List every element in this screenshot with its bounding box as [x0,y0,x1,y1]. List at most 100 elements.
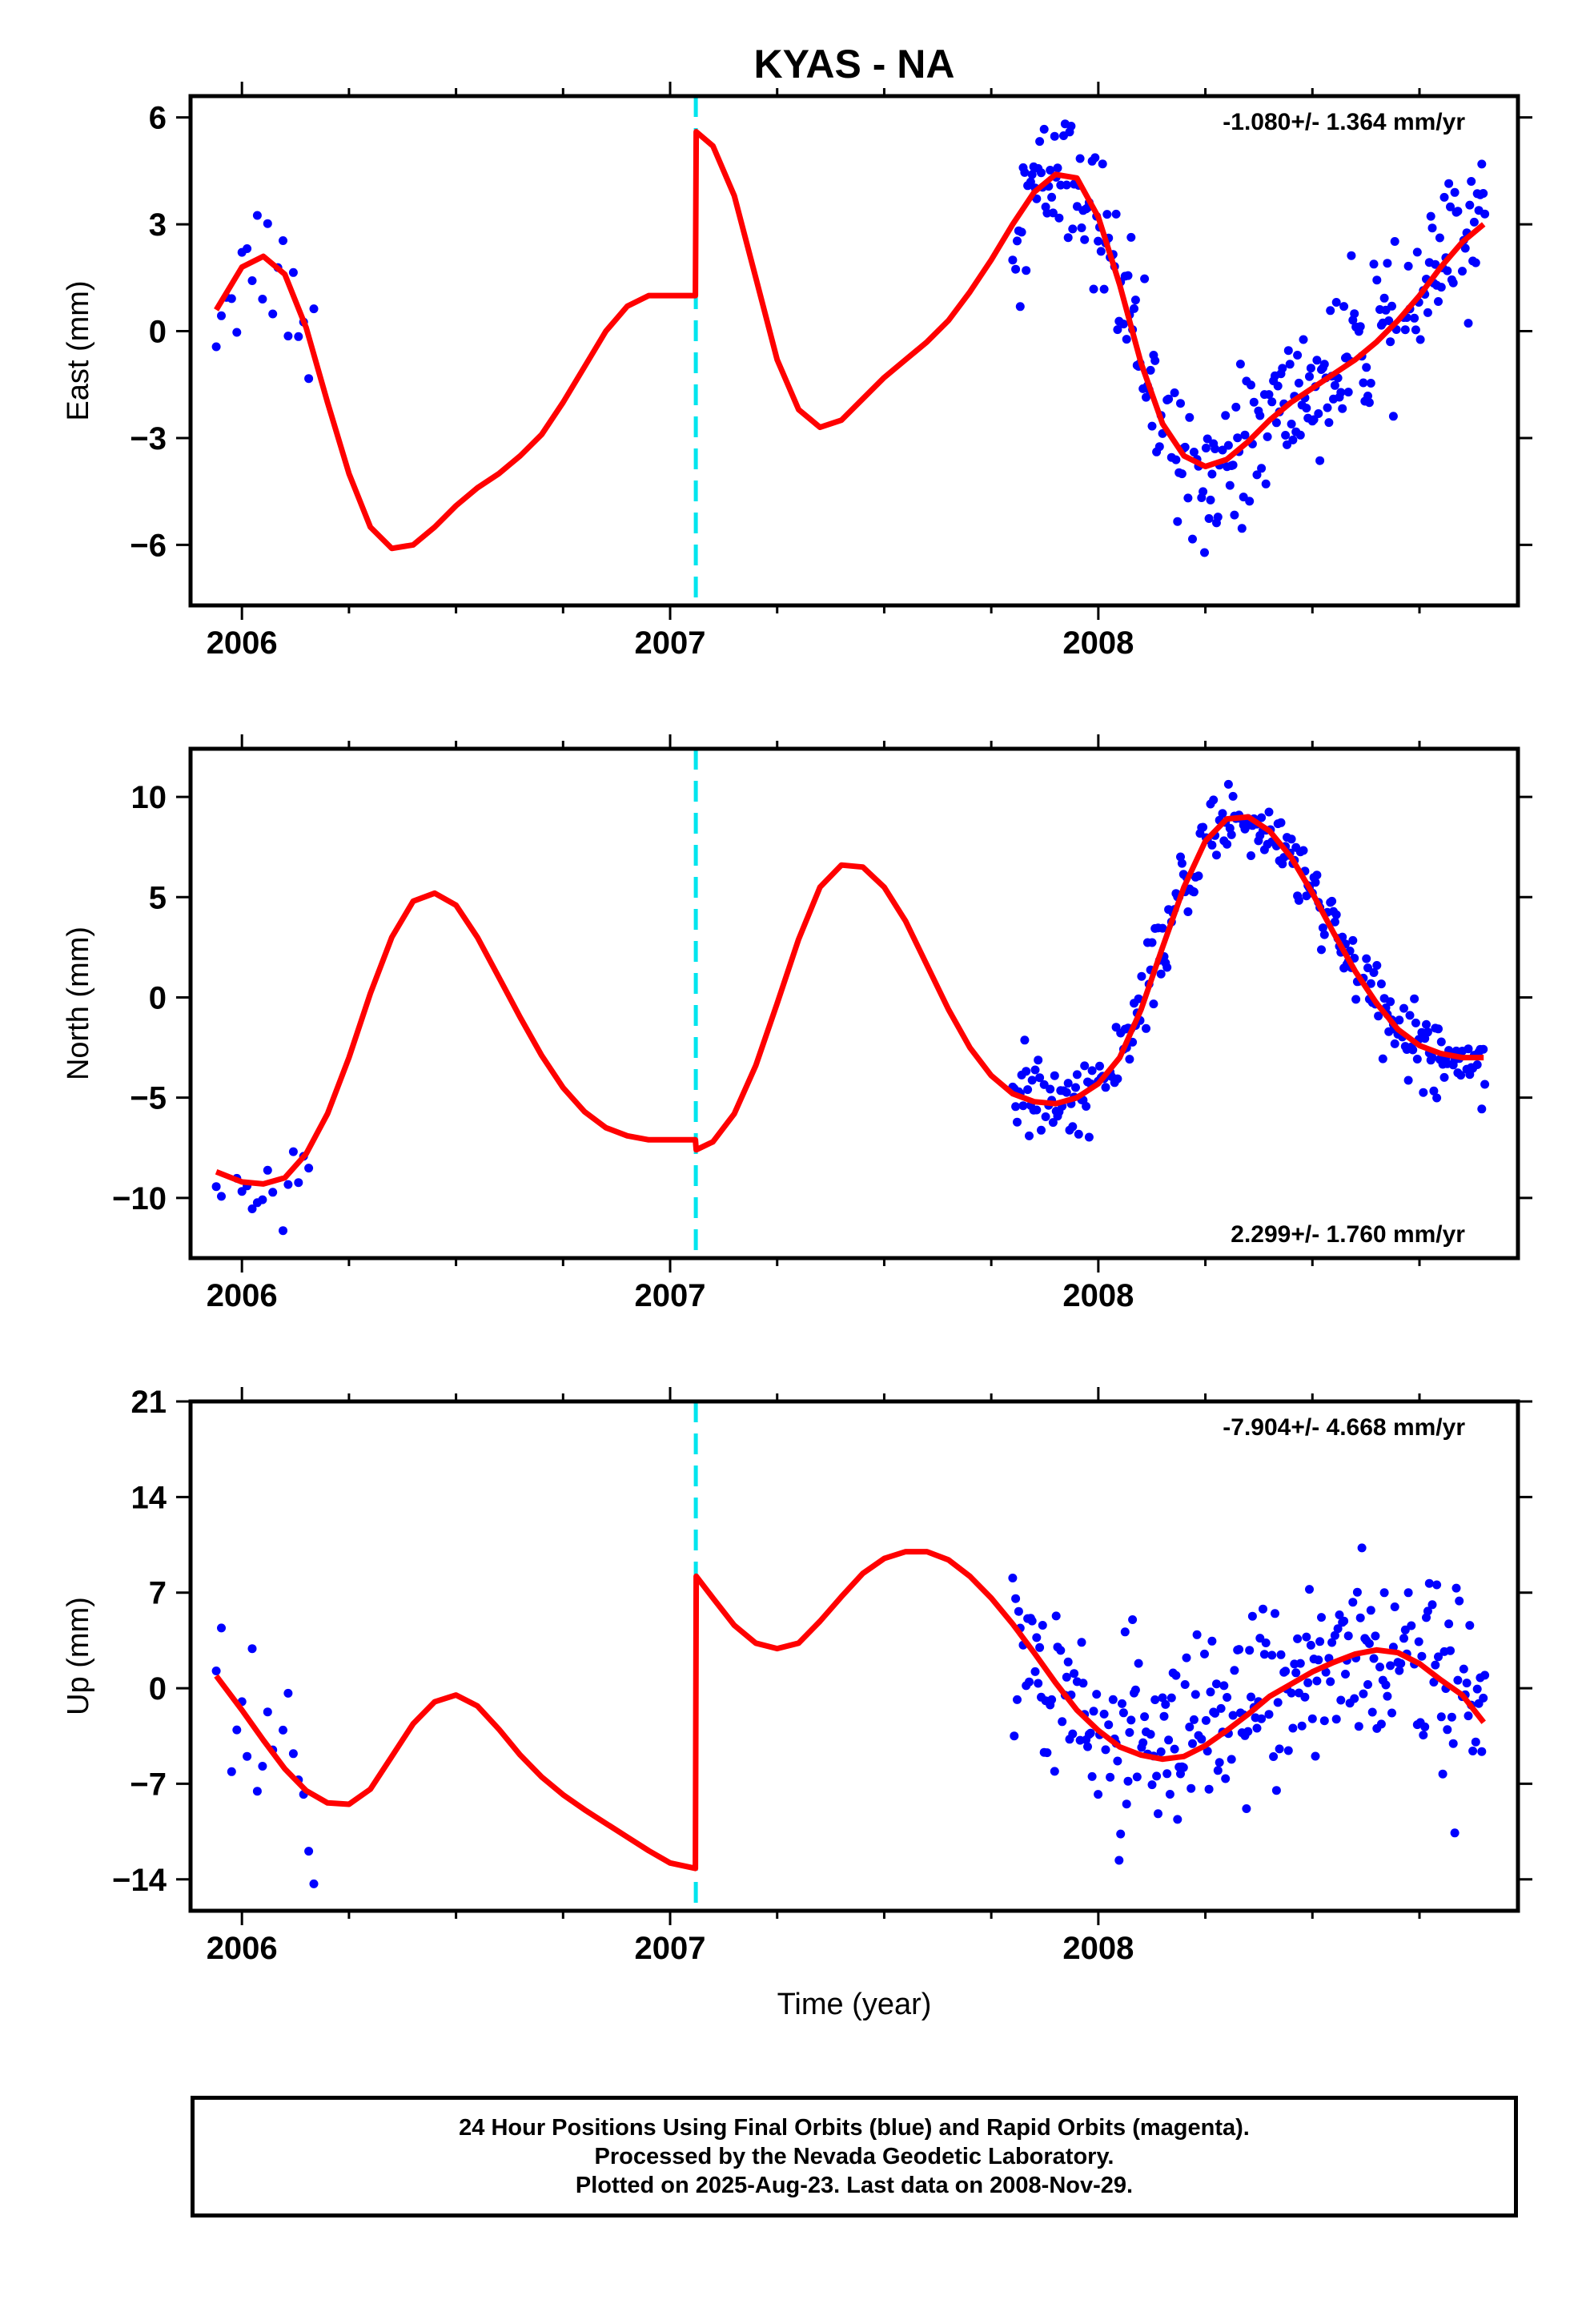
obs-point [1477,159,1487,169]
obs-point [1199,487,1208,497]
obs-point [1460,243,1470,253]
obs-point [1166,1693,1176,1703]
obs-point [1359,1689,1368,1699]
obs-point [1472,1060,1482,1069]
obs-point [1275,1744,1284,1754]
x-tick-label: 2007 [635,1278,706,1313]
obs-point [258,295,267,304]
obs-point [1203,1747,1212,1756]
obs-point [1221,411,1231,420]
obs-point [1359,378,1368,388]
caption-line-2: Processed by the Nevada Geodetic Laborat… [594,2144,1114,2169]
obs-point [1015,302,1025,312]
obs-point [1384,1027,1394,1036]
obs-point [1281,431,1291,440]
obs-point [1074,1129,1083,1139]
obs-point [1177,469,1186,479]
obs-point [1410,313,1419,323]
obs-point [1039,124,1049,134]
obs-point [1026,177,1035,187]
obs-point [1410,994,1419,1003]
obs-point [1297,1721,1307,1731]
obs-point [1459,1664,1468,1674]
y-tick-label: 0 [149,1671,167,1707]
obs-point [1288,1723,1298,1733]
y-tick-label: −5 [130,1081,167,1116]
obs-point [1223,1693,1232,1702]
obs-point [1211,444,1220,453]
obs-point [1367,1707,1377,1717]
obs-point [1252,470,1262,480]
obs-point [1099,1709,1109,1719]
obs-point [1192,1630,1202,1639]
obs-point [294,1178,303,1188]
obs-point [1363,1680,1372,1689]
obs-point [1247,380,1255,390]
obs-point [1439,1072,1449,1082]
obs-point [1259,1650,1269,1659]
obs-point [1448,1739,1458,1748]
obs-point [1070,1669,1079,1679]
obs-point [1207,840,1217,850]
obs-point [1204,1784,1214,1794]
obs-point [1383,1691,1392,1701]
obs-point [1204,514,1214,523]
obs-point [1330,1630,1339,1640]
obs-point [243,244,252,253]
obs-point [1271,418,1281,428]
obs-point [1089,284,1098,294]
obs-point [1207,469,1217,479]
obs-point [1084,1132,1094,1142]
obs-point [1008,255,1018,265]
plot-frame [188,94,1520,608]
obs-point [1034,1055,1043,1065]
obs-point [1423,308,1432,317]
obs-point [1311,1751,1320,1761]
obs-point [1390,1039,1399,1048]
obs-point [1386,997,1395,1007]
obs-point [294,332,303,341]
obs-point [1011,1102,1021,1112]
obs-point [1017,227,1026,237]
obs-point [1471,258,1480,267]
panel-east: 2006 2007 2008 −6 −3 0 3 6 East (mm) -1.080+/- 1.… [62,82,1532,661]
obs-point [1299,846,1308,855]
obs-point [1295,430,1305,440]
obs-point [1374,1011,1383,1021]
obs-point [217,1192,226,1201]
obs-point [1333,1624,1343,1634]
obs-point [1249,397,1259,407]
obs-point [1317,945,1326,955]
obs-point [1388,412,1398,421]
obs-point [1108,1695,1118,1704]
obs-point [1149,999,1158,1009]
obs-point [1302,404,1311,413]
obs-point [1306,1640,1315,1650]
obs-point [1042,1748,1052,1758]
obs-point [1387,1708,1396,1718]
x-tick-label: 2008 [1062,625,1134,661]
obs-point [1039,1080,1049,1089]
obs-point [1216,1703,1226,1713]
obs-point [1138,1738,1148,1747]
obs-point [1162,1769,1172,1779]
obs-point [247,276,257,285]
obs-point [1354,1722,1363,1731]
obs-point [1276,818,1286,827]
obs-point [1446,202,1455,211]
x-tick-label: 2007 [635,625,706,661]
obs-point [1027,170,1037,179]
obs-point [1020,167,1030,177]
obs-point [1066,122,1076,131]
y-tick-label: −14 [112,1863,167,1898]
obs-point [1369,968,1379,977]
obs-point [279,1725,287,1735]
obs-point [1399,1634,1408,1643]
obs-point [1120,1627,1130,1637]
x-tick-label: 2006 [207,1278,278,1313]
obs-point [237,1187,247,1196]
x-tick-label: 2006 [207,1931,278,1966]
obs-point [1331,1715,1341,1724]
x-ticks [240,1387,1421,1925]
